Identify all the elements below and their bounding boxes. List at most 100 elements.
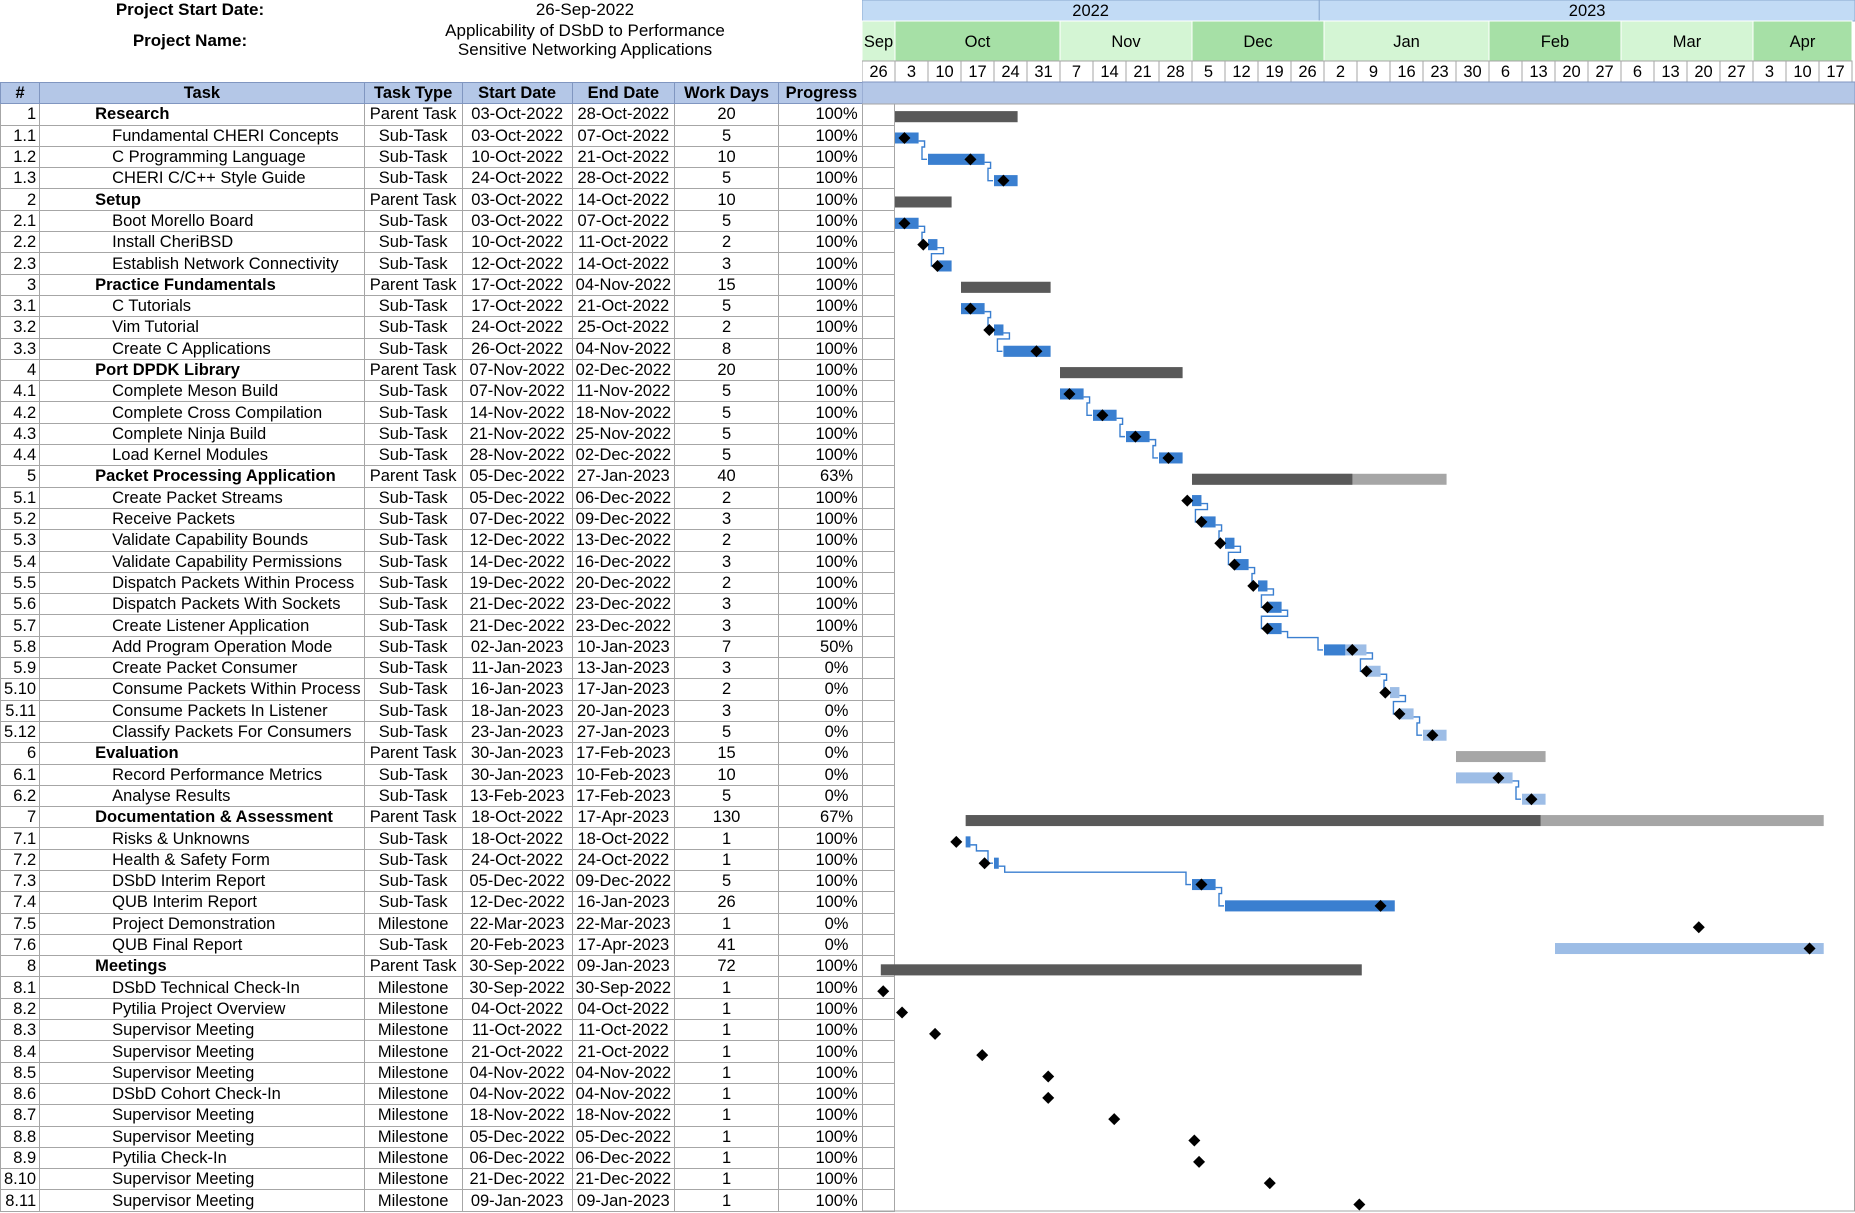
parent-bar-progress xyxy=(965,815,1541,827)
table-row: 1.1 Fundamental CHERI Concepts Sub-Task 03-… xyxy=(0,124,896,147)
month-label: Apr xyxy=(1790,33,1816,51)
task-end-cell: 23-Dec-2022 xyxy=(571,593,676,616)
table-row: 5.9 Create Packet Consumer Sub-Task 11-Jan-… xyxy=(0,657,896,680)
parent-bar-progress xyxy=(895,111,1018,123)
task-id-cell: 2.3 xyxy=(0,252,41,275)
week-label: 27 xyxy=(1727,63,1745,81)
task-progress-cell: 100% xyxy=(778,571,896,595)
task-id-cell: 7.1 xyxy=(0,827,41,850)
task-type-cell: Sub-Task xyxy=(363,593,463,616)
table-row: 7.6 QUB Final Report Sub-Task 20-Feb-2023 17… xyxy=(0,933,896,957)
task-type-cell: Sub-Task xyxy=(363,550,463,573)
task-start-cell: 09-Jan-2023 xyxy=(461,1189,573,1212)
task-id-cell: 5.4 xyxy=(0,550,41,573)
dependency-connector xyxy=(1281,630,1323,651)
task-name-cell: Boot Morello Board xyxy=(39,209,365,233)
task-id-cell: 8.7 xyxy=(0,1104,41,1127)
task-name-cell: Complete Meson Build xyxy=(39,380,365,403)
task-progress-cell: 100% xyxy=(778,1104,896,1127)
task-days-cell: 2 xyxy=(674,571,780,595)
task-marker-diamond xyxy=(1195,515,1208,528)
table-row: 3 Practice Fundamentals Parent Task 17-Oct-… xyxy=(0,273,896,296)
task-type-cell: Sub-Task xyxy=(363,699,463,722)
task-name-cell: Health & Safety Form xyxy=(39,848,365,871)
task-id-cell: 5.2 xyxy=(0,507,41,531)
task-type-cell: Sub-Task xyxy=(363,720,463,744)
task-days-cell: 2 xyxy=(674,486,780,509)
task-end-cell: 14-Oct-2022 xyxy=(571,188,676,211)
task-marker-diamond xyxy=(1374,899,1387,912)
task-end-cell: 11-Oct-2022 xyxy=(571,231,676,254)
task-progress-cell: 50% xyxy=(778,635,896,659)
project-start-label: Project Start Date: xyxy=(115,0,265,19)
task-marker-diamond xyxy=(1492,771,1505,784)
task-end-cell: 07-Oct-2022 xyxy=(571,124,676,147)
table-row: 6.1 Record Performance Metrics Sub-Task 30-… xyxy=(0,763,896,786)
parent-bar-progress xyxy=(895,196,952,208)
task-marker-diamond xyxy=(983,323,996,336)
subtask-bar-progress xyxy=(1003,345,1051,357)
task-marker-diamond xyxy=(1525,793,1538,806)
task-id-cell: 2 xyxy=(0,188,41,211)
task-end-cell: 22-Mar-2023 xyxy=(571,912,676,935)
task-id-cell: 5.3 xyxy=(0,529,41,552)
task-end-cell: 05-Dec-2022 xyxy=(571,1125,676,1148)
task-days-cell: 1 xyxy=(674,1189,780,1212)
month-cell xyxy=(1488,20,1622,62)
col-header-task: Task xyxy=(39,81,365,105)
task-marker-diamond xyxy=(964,153,977,166)
task-start-cell: 28-Nov-2022 xyxy=(461,444,573,467)
task-type-cell: Milestone xyxy=(363,1168,463,1191)
task-name-cell: CHERI C/C++ Style Guide xyxy=(39,167,365,190)
task-end-cell: 21-Oct-2022 xyxy=(571,294,676,318)
col-header-days: Work Days xyxy=(674,81,780,105)
task-name-cell: Create Packet Consumer xyxy=(39,657,365,680)
task-end-cell: 17-Apr-2023 xyxy=(571,806,676,829)
task-start-cell: 17-Oct-2022 xyxy=(461,273,573,296)
milestone-diamond xyxy=(896,1006,909,1019)
task-id-cell: 8.9 xyxy=(0,1146,41,1170)
task-days-cell: 5 xyxy=(674,422,780,446)
task-type-cell: Milestone xyxy=(363,1104,463,1127)
task-marker-diamond xyxy=(1195,878,1208,891)
task-id-cell: 1.1 xyxy=(0,124,41,147)
task-days-cell: 15 xyxy=(674,742,780,765)
subtask-bar-progress xyxy=(1225,900,1395,912)
parent-bar-progress xyxy=(1060,367,1183,379)
task-type-cell: Parent Task xyxy=(363,188,463,211)
dependency-connector xyxy=(984,161,993,182)
task-name-cell: Packet Processing Application xyxy=(39,465,365,488)
dependency-connector xyxy=(1116,417,1125,438)
task-name-cell: Create C Applications xyxy=(39,337,365,360)
task-days-cell: 15 xyxy=(674,273,780,296)
task-start-cell: 05-Dec-2022 xyxy=(461,465,573,488)
task-name-cell: DSbD Interim Report xyxy=(39,869,365,893)
task-start-cell: 14-Nov-2022 xyxy=(461,401,573,424)
task-id-cell: 5.5 xyxy=(0,571,41,595)
task-start-cell: 21-Dec-2022 xyxy=(461,593,573,616)
task-days-cell: 20 xyxy=(674,358,780,382)
task-type-cell: Sub-Task xyxy=(363,827,463,850)
col-header-end: End Date xyxy=(571,81,676,105)
task-progress-cell: 100% xyxy=(778,486,896,509)
task-end-cell: 17-Apr-2023 xyxy=(571,933,676,957)
task-marker-diamond xyxy=(917,238,930,251)
month-label: Jan xyxy=(1393,33,1420,51)
dependency-connector xyxy=(918,140,927,161)
task-start-cell: 03-Oct-2022 xyxy=(461,103,573,126)
task-name-cell: Research xyxy=(39,103,365,126)
task-name-cell: Supervisor Meeting xyxy=(39,1040,365,1063)
task-end-cell: 20-Dec-2022 xyxy=(571,571,676,595)
project-name-label: Project Name: xyxy=(132,31,248,50)
task-name-cell: Evaluation xyxy=(39,742,365,765)
task-end-cell: 07-Oct-2022 xyxy=(571,209,676,233)
task-type-cell: Sub-Task xyxy=(363,380,463,403)
task-end-cell: 28-Oct-2022 xyxy=(571,103,676,126)
table-row: 8.10 Supervisor Meeting Milestone 21-Dec-20… xyxy=(0,1168,896,1191)
task-name-cell: C Tutorials xyxy=(39,294,365,318)
milestone-diamond xyxy=(1042,1091,1055,1104)
month-cell xyxy=(1323,20,1490,62)
task-marker-diamond xyxy=(1096,409,1109,422)
task-days-cell: 5 xyxy=(674,167,780,190)
